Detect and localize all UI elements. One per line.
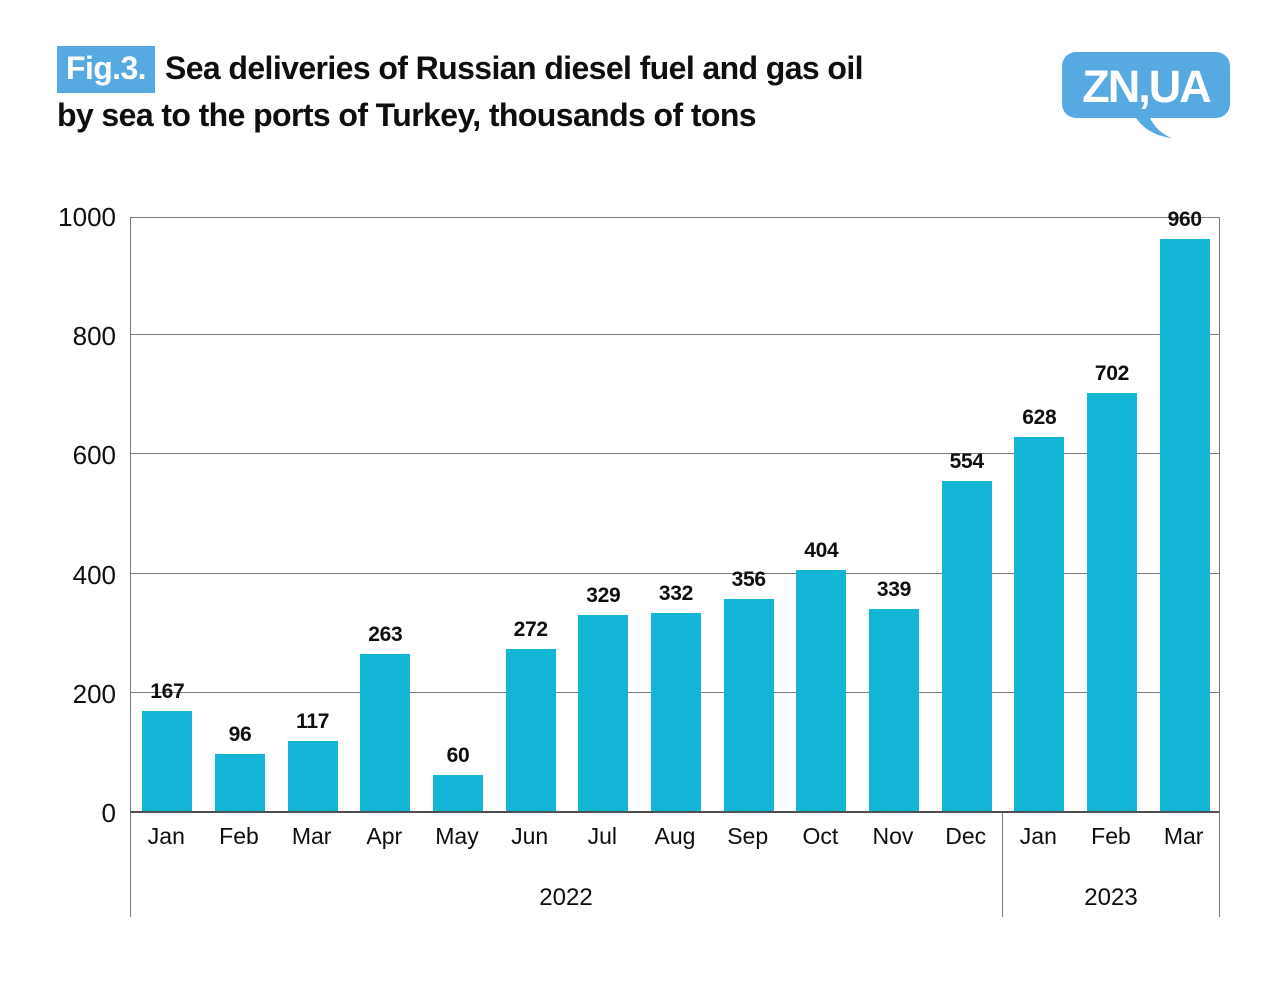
x-axis-label: May — [435, 823, 479, 849]
x-axis: Jan Feb Mar Apr May Jun Jul Aug Sep Oct Nov Dec Jan F… — [130, 813, 1220, 853]
bar-value-label: 272 — [513, 617, 548, 641]
bar — [287, 741, 338, 811]
x-axis-label: Aug — [654, 823, 696, 849]
gridline — [131, 334, 1219, 336]
x-axis-label: Oct — [802, 823, 839, 849]
bar — [1159, 238, 1210, 811]
x-axis-label: Jan — [147, 823, 185, 849]
figure-badge: Fig.3. — [57, 46, 155, 93]
bar-value-label: 60 — [446, 744, 470, 768]
bar-value-label: 554 — [949, 449, 984, 473]
title-line-1: Sea deliveries of Russian diesel fuel an… — [164, 50, 864, 86]
y-axis-label: 1000 — [58, 202, 116, 232]
x-axis-label: Mar — [291, 823, 332, 849]
speech-bubble-icon — [1062, 52, 1230, 138]
y-axis-label: 0 — [101, 798, 116, 828]
bar-value-label: 702 — [1094, 361, 1130, 385]
x-axis-label: Jan — [1019, 823, 1057, 849]
bar-value-label: 339 — [876, 577, 912, 601]
x-axis-label: Jul — [587, 823, 618, 849]
gridline — [131, 572, 1219, 574]
bar-value-label: 167 — [150, 680, 185, 704]
bar — [578, 614, 629, 811]
y-axis-label: 200 — [72, 678, 116, 709]
bar-value-label: 628 — [1022, 405, 1057, 429]
brand-logo: ZN,UA — [1062, 52, 1230, 138]
bar — [1014, 436, 1065, 811]
x-axis-label: Feb — [1091, 823, 1131, 849]
bar-value-label: 404 — [804, 539, 839, 563]
bar — [723, 598, 774, 811]
group-divider — [130, 813, 131, 917]
bar-value-label: 263 — [368, 623, 403, 647]
bar — [433, 775, 483, 811]
bar — [360, 654, 411, 811]
x-axis-label: Apr — [366, 823, 403, 849]
x-axis-label: Mar — [1163, 823, 1204, 849]
page-title: Fig.3. Sea deliveries of Russian diesel f… — [57, 46, 1057, 93]
y-axis: 0 200 400 600 800 1000 — [30, 204, 116, 826]
bar-value-label: 96 — [228, 722, 252, 746]
year-group-label: 2022 — [539, 884, 593, 911]
bar — [941, 480, 992, 811]
bar-value-label: 960 — [1167, 207, 1202, 231]
y-axis-label: 800 — [72, 321, 116, 352]
title-line-2: by sea to the ports of Turkey, thousands… — [57, 97, 757, 133]
x-axis-label: Nov — [872, 823, 914, 849]
bar — [796, 570, 847, 811]
plot-area: 167 96 117 263 60 272 329 332 356 404 339 554 628 702… — [130, 208, 1220, 813]
bar — [505, 648, 556, 811]
y-axis-label: 400 — [72, 559, 116, 590]
logo-text: ZN,UA — [1082, 61, 1211, 112]
y-axis-label: 600 — [72, 440, 116, 471]
bar-value-label: 117 — [296, 710, 330, 734]
group-divider — [1002, 813, 1003, 917]
year-group-label: 2023 — [1084, 884, 1138, 911]
chart-header: Fig.3. Sea deliveries of Russian diesel f… — [57, 46, 1057, 138]
bar — [869, 608, 919, 811]
bar-value-label: 329 — [586, 583, 621, 607]
x-axis-label: Sep — [727, 823, 769, 849]
bar-chart: 167 96 117 263 60 272 329 332 356 404 339 554 628 702… — [130, 208, 1220, 937]
group-divider — [1219, 813, 1220, 917]
bar-value-label: 332 — [658, 582, 694, 606]
bar — [215, 753, 265, 811]
bar — [651, 613, 701, 811]
gridline — [131, 453, 1219, 455]
bar — [142, 711, 193, 811]
x-axis-label: Jun — [511, 823, 549, 849]
x-axis-label: Dec — [945, 823, 987, 849]
bar — [1087, 392, 1137, 811]
bar-value-label: 356 — [731, 567, 766, 591]
x-axis-label: Feb — [219, 823, 259, 849]
